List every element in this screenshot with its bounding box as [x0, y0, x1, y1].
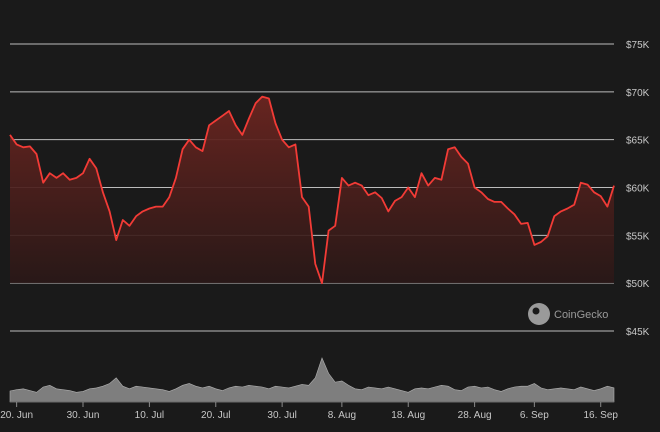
x-tick-label: 30. Jun — [67, 410, 100, 421]
watermark-text: CoinGecko — [554, 309, 608, 321]
price-line — [9, 95, 615, 285]
x-tick-label: 20. Jun — [0, 410, 33, 421]
coingecko-watermark: CoinGecko — [528, 303, 608, 325]
x-tick-label: 18. Aug — [391, 410, 425, 421]
y-tick-label: $55K — [626, 231, 650, 242]
x-tick-label: 30. Jul — [267, 410, 296, 421]
x-tick-label: 10. Jul — [135, 410, 164, 421]
x-tick-label: 6. Sep — [520, 410, 549, 421]
y-tick-label: $60K — [626, 184, 650, 195]
price-series — [9, 95, 615, 285]
y-tick-label: $70K — [626, 88, 650, 99]
volume-area — [9, 357, 615, 403]
y-tick-label: $65K — [626, 136, 650, 147]
x-tick-label: 28. Aug — [458, 410, 492, 421]
x-tick-label: 16. Sep — [583, 410, 618, 421]
y-tick-label: $45K — [626, 327, 650, 338]
price-area-fill — [10, 96, 614, 284]
y-axis-labels: $75K $70K $65K $60K $55K $50K $45K — [626, 40, 650, 338]
x-axis-labels: 20. Jun 30. Jun 10. Jul 20. Jul 30. Jul 8. Au… — [0, 402, 618, 421]
x-tick-label: 8. Aug — [328, 410, 356, 421]
volume-series — [9, 357, 615, 403]
x-tick-label: 20. Jul — [201, 410, 230, 421]
y-tick-label: $75K — [626, 40, 650, 51]
y-tick-label: $50K — [626, 279, 650, 290]
coingecko-logo-icon — [528, 303, 550, 325]
coingecko-logo-eye — [532, 307, 540, 315]
price-area — [10, 96, 614, 284]
